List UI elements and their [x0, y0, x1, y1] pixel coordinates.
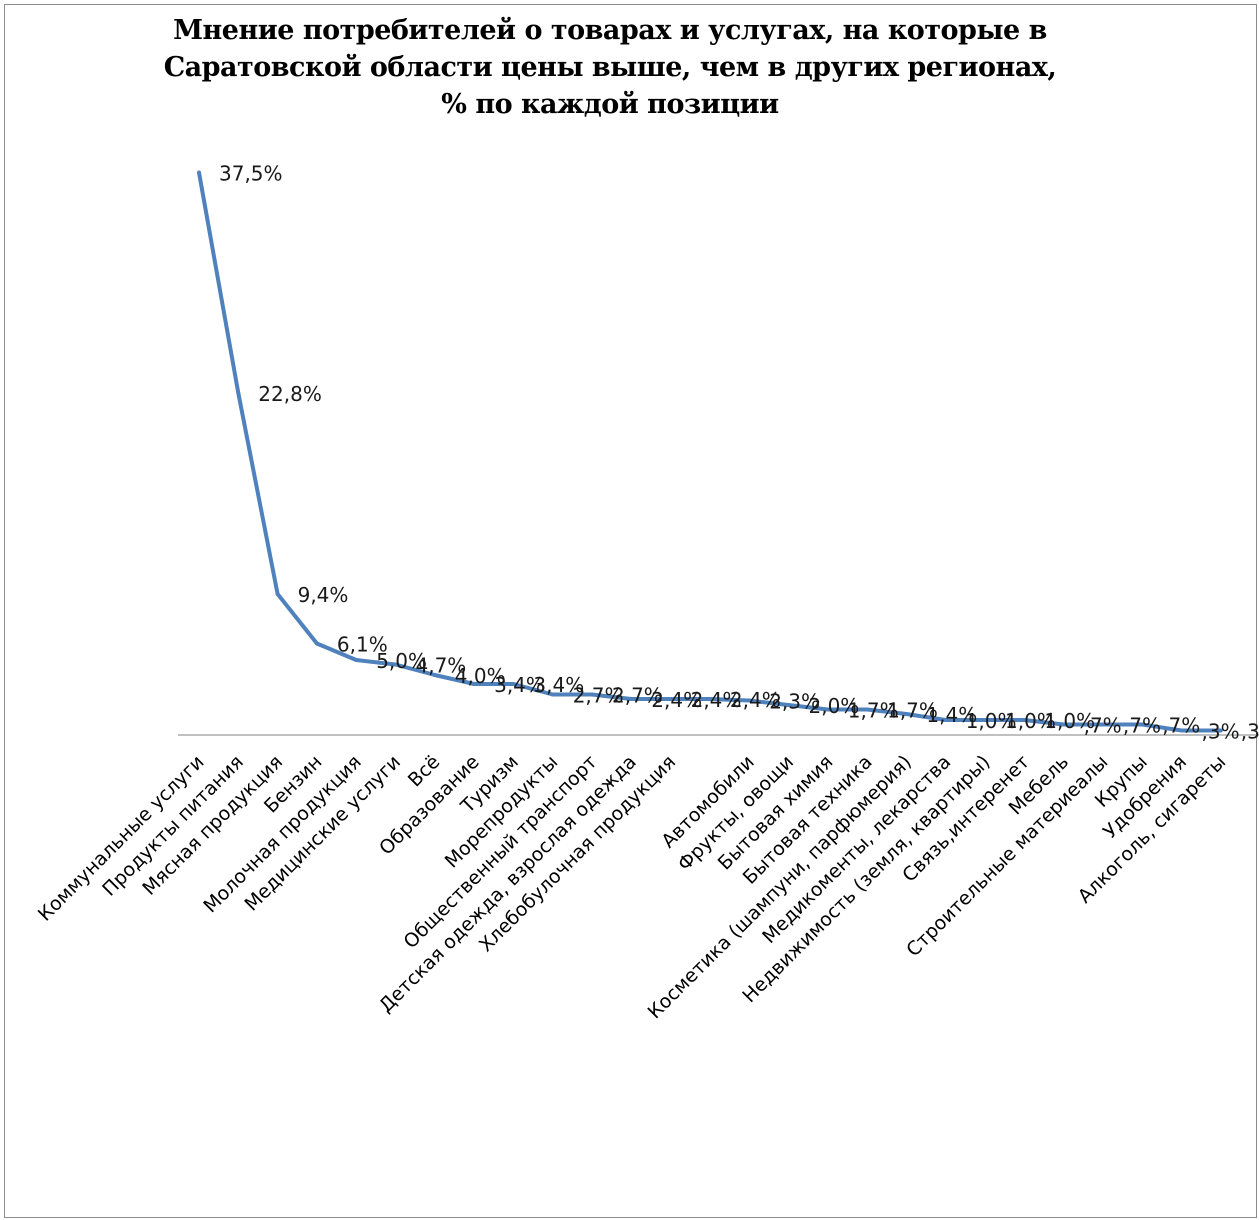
- data-point: [629, 697, 634, 701]
- data-point: [354, 658, 359, 662]
- data-label: ,7%: [1162, 714, 1200, 738]
- data-label: 5,0%: [376, 649, 427, 673]
- data-label: 9,4%: [298, 583, 349, 607]
- data-label: 2,4%: [730, 688, 781, 712]
- data-label: 2,4%: [691, 688, 742, 712]
- data-label: 2,0%: [809, 694, 860, 718]
- data-point: [943, 718, 948, 722]
- data-label: 1,0%: [1005, 709, 1056, 733]
- data-label: ,3%: [1202, 720, 1240, 744]
- data-label: ,7%: [1123, 714, 1161, 738]
- data-point: [511, 682, 516, 686]
- data-label: 4,0%: [455, 664, 506, 688]
- data-point: [747, 698, 752, 703]
- data-point: [197, 170, 201, 175]
- data-point: [786, 703, 791, 707]
- data-point: [275, 592, 280, 596]
- data-label: 37,5%: [219, 162, 283, 186]
- chart-area: [4, 4, 1257, 1218]
- data-label: ,3%: [1241, 720, 1259, 744]
- data-label: 3,4%: [533, 673, 584, 697]
- data-label: 1,0%: [966, 709, 1017, 733]
- data-point: [707, 697, 712, 701]
- data-point: [904, 712, 909, 716]
- data-label: 1,0%: [1044, 709, 1095, 733]
- data-label: 2,7%: [612, 684, 663, 708]
- category-label: Коммунальные услуги: [34, 751, 209, 926]
- data-point: [668, 697, 673, 701]
- data-point: [590, 692, 594, 697]
- data-point: [550, 692, 555, 697]
- data-point: [1140, 722, 1145, 727]
- data-point: [314, 641, 319, 646]
- data-label: 4,7%: [416, 654, 467, 678]
- data-point: [1218, 728, 1223, 733]
- data-label: 6,1%: [337, 633, 388, 657]
- data-point: [236, 391, 241, 395]
- data-point: [1100, 722, 1105, 727]
- data-point: [1179, 728, 1184, 733]
- data-label: 2,3%: [769, 690, 820, 714]
- data-point: [393, 662, 398, 667]
- data-label: 1,4%: [926, 703, 977, 727]
- data-point: [865, 707, 870, 712]
- data-label: 1,7%: [887, 699, 938, 723]
- data-point: [1061, 722, 1066, 727]
- data-label: 1,7%: [848, 699, 899, 723]
- data-label: 22,8%: [258, 382, 322, 406]
- data-label: ,7%: [1084, 714, 1122, 738]
- chart-title: Мнение потребителей о товарах и услугах,…: [163, 15, 1057, 120]
- data-label: 2,7%: [573, 684, 624, 708]
- data-point: [825, 707, 830, 712]
- data-point: [983, 718, 987, 722]
- data-point: [432, 673, 437, 677]
- data-label: 3,4%: [494, 673, 545, 697]
- data-point: [1022, 718, 1027, 722]
- data-label: 2,4%: [651, 688, 702, 712]
- data-point: [472, 682, 477, 686]
